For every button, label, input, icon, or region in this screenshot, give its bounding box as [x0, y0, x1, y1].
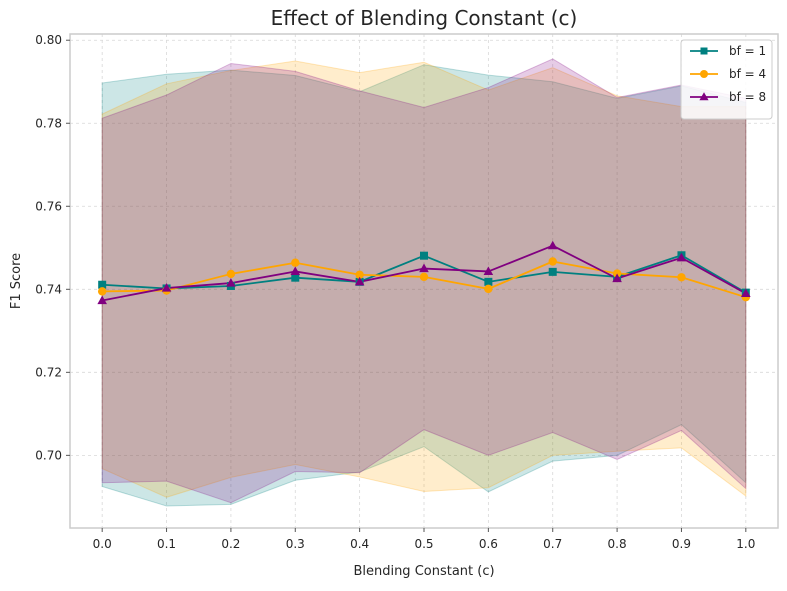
data-point-series-2 [419, 272, 429, 282]
data-point-series-3 [354, 276, 365, 286]
x-tick-label: 0.9 [672, 537, 691, 551]
legend-marker-bf4 [700, 70, 708, 78]
x-tick-label: 0.3 [286, 537, 305, 551]
data-point-series-1 [98, 280, 107, 289]
x-tick-label: 0.2 [221, 537, 240, 551]
data-point-series-3 [419, 263, 429, 273]
x-tick-label: 0.1 [157, 537, 176, 551]
data-point-series-3 [161, 283, 172, 292]
y-tick-label: 0.76 [35, 199, 62, 213]
data-point-series-3 [612, 273, 622, 283]
data-point-series-1 [291, 273, 300, 282]
data-point-series-3 [741, 288, 751, 298]
legend-label-bf4: bf = 4 [729, 67, 766, 81]
x-tick-label: 0.6 [479, 537, 498, 551]
legend-label-bf1: bf = 1 [729, 44, 766, 58]
series-markers [97, 240, 751, 305]
legend-marker-bf1 [700, 47, 708, 55]
y-tick-label: 0.72 [35, 365, 62, 379]
data-point-series-1 [484, 277, 493, 286]
x-tick-label: 0.8 [608, 537, 627, 551]
x-axis-ticks: 0.0 0.1 0.2 0.3 0.4 0.5 0.6 0.7 0.8 0.9 1.0 [93, 528, 755, 551]
y-axis-ticks: 0.70 0.72 0.74 0.76 0.78 0.80 [35, 33, 70, 462]
data-point-series-1 [420, 251, 428, 260]
data-point-series-1 [548, 267, 557, 276]
data-point-series-3 [547, 240, 558, 250]
confidence-band-series-1 [101, 64, 747, 507]
x-tick-label: 1.0 [736, 537, 755, 551]
data-point-series-2 [226, 269, 236, 279]
data-point-series-2 [548, 257, 557, 266]
data-point-series-2 [291, 258, 300, 267]
y-tick-label: 0.78 [35, 116, 62, 130]
data-point-series-3 [97, 295, 107, 305]
x-tick-label: 0.0 [93, 537, 112, 551]
y-tick-label: 0.70 [35, 448, 62, 462]
data-point-series-2 [677, 273, 686, 282]
chart-title: Effect of Blending Constant (c) [271, 6, 578, 30]
y-axis-label: F1 Score [9, 253, 24, 309]
data-point-series-3 [226, 278, 236, 287]
data-point-series-3 [483, 266, 494, 276]
legend-marker-bf8 [699, 92, 709, 101]
data-point-series-2 [484, 284, 493, 294]
y-tick-label: 0.80 [35, 33, 62, 47]
data-point-series-3 [290, 266, 301, 276]
legend: bf = 1 bf = 4 bf = 8 [680, 39, 773, 120]
data-point-series-2 [97, 287, 107, 296]
legend-label-bf8: bf = 8 [729, 90, 766, 104]
legend-entry-bf8: bf = 8 [690, 90, 766, 104]
legend-entry-bf1: bf = 1 [690, 44, 766, 58]
data-point-series-2 [355, 270, 364, 279]
x-tick-label: 0.5 [414, 537, 433, 551]
x-axis-label: Blending Constant (c) [353, 564, 494, 579]
x-tick-label: 0.4 [350, 537, 369, 551]
x-tick-label: 0.7 [543, 537, 562, 551]
y-tick-label: 0.74 [35, 282, 62, 296]
legend-entry-bf4: bf = 4 [690, 67, 766, 81]
data-point-series-3 [676, 252, 687, 262]
